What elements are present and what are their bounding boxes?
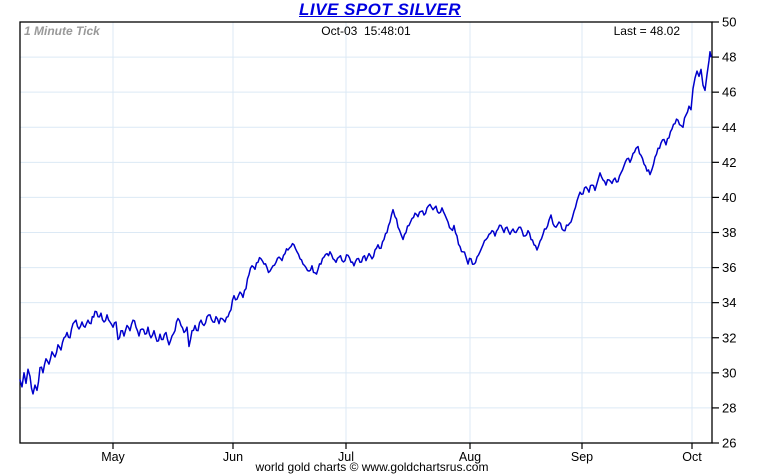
credit-caption: world gold charts © www.goldchartsrus.co… [255, 460, 489, 474]
y-axis-tick-label: 34 [722, 295, 736, 310]
timestamp-label: Oct-03 15:48:01 [321, 24, 411, 38]
x-axis-tick-label: Sep [571, 450, 593, 464]
page-title: LIVE SPOT SILVER [299, 0, 461, 19]
y-axis-tick-label: 32 [722, 330, 736, 345]
x-axis-tick-label: Jul [338, 450, 354, 464]
y-axis-tick-label: 42 [722, 155, 736, 170]
x-axis-tick-label: May [101, 450, 125, 464]
last-price-label: Last = 48.02 [613, 24, 680, 38]
y-axis-tick-label: 46 [722, 85, 736, 100]
y-axis-tick-label: 44 [722, 120, 736, 135]
x-axis-tick-label: Jun [223, 450, 243, 464]
price-line [19, 51, 712, 395]
y-axis-tick-label: 50 [722, 15, 736, 30]
x-axis-tick-label: Oct [682, 450, 702, 464]
x-axis-tick-label: Aug [459, 450, 481, 464]
y-axis-tick-label: 48 [722, 50, 736, 65]
y-axis-tick-label: 28 [722, 400, 736, 415]
y-axis-tick-label: 40 [722, 190, 736, 205]
y-axis-tick-label: 30 [722, 365, 736, 380]
y-axis-tick-label: 38 [722, 225, 736, 240]
y-axis-tick-label: 26 [722, 436, 736, 451]
tick-interval-note: 1 Minute Tick [24, 24, 100, 38]
y-axis-tick-label: 36 [722, 260, 736, 275]
